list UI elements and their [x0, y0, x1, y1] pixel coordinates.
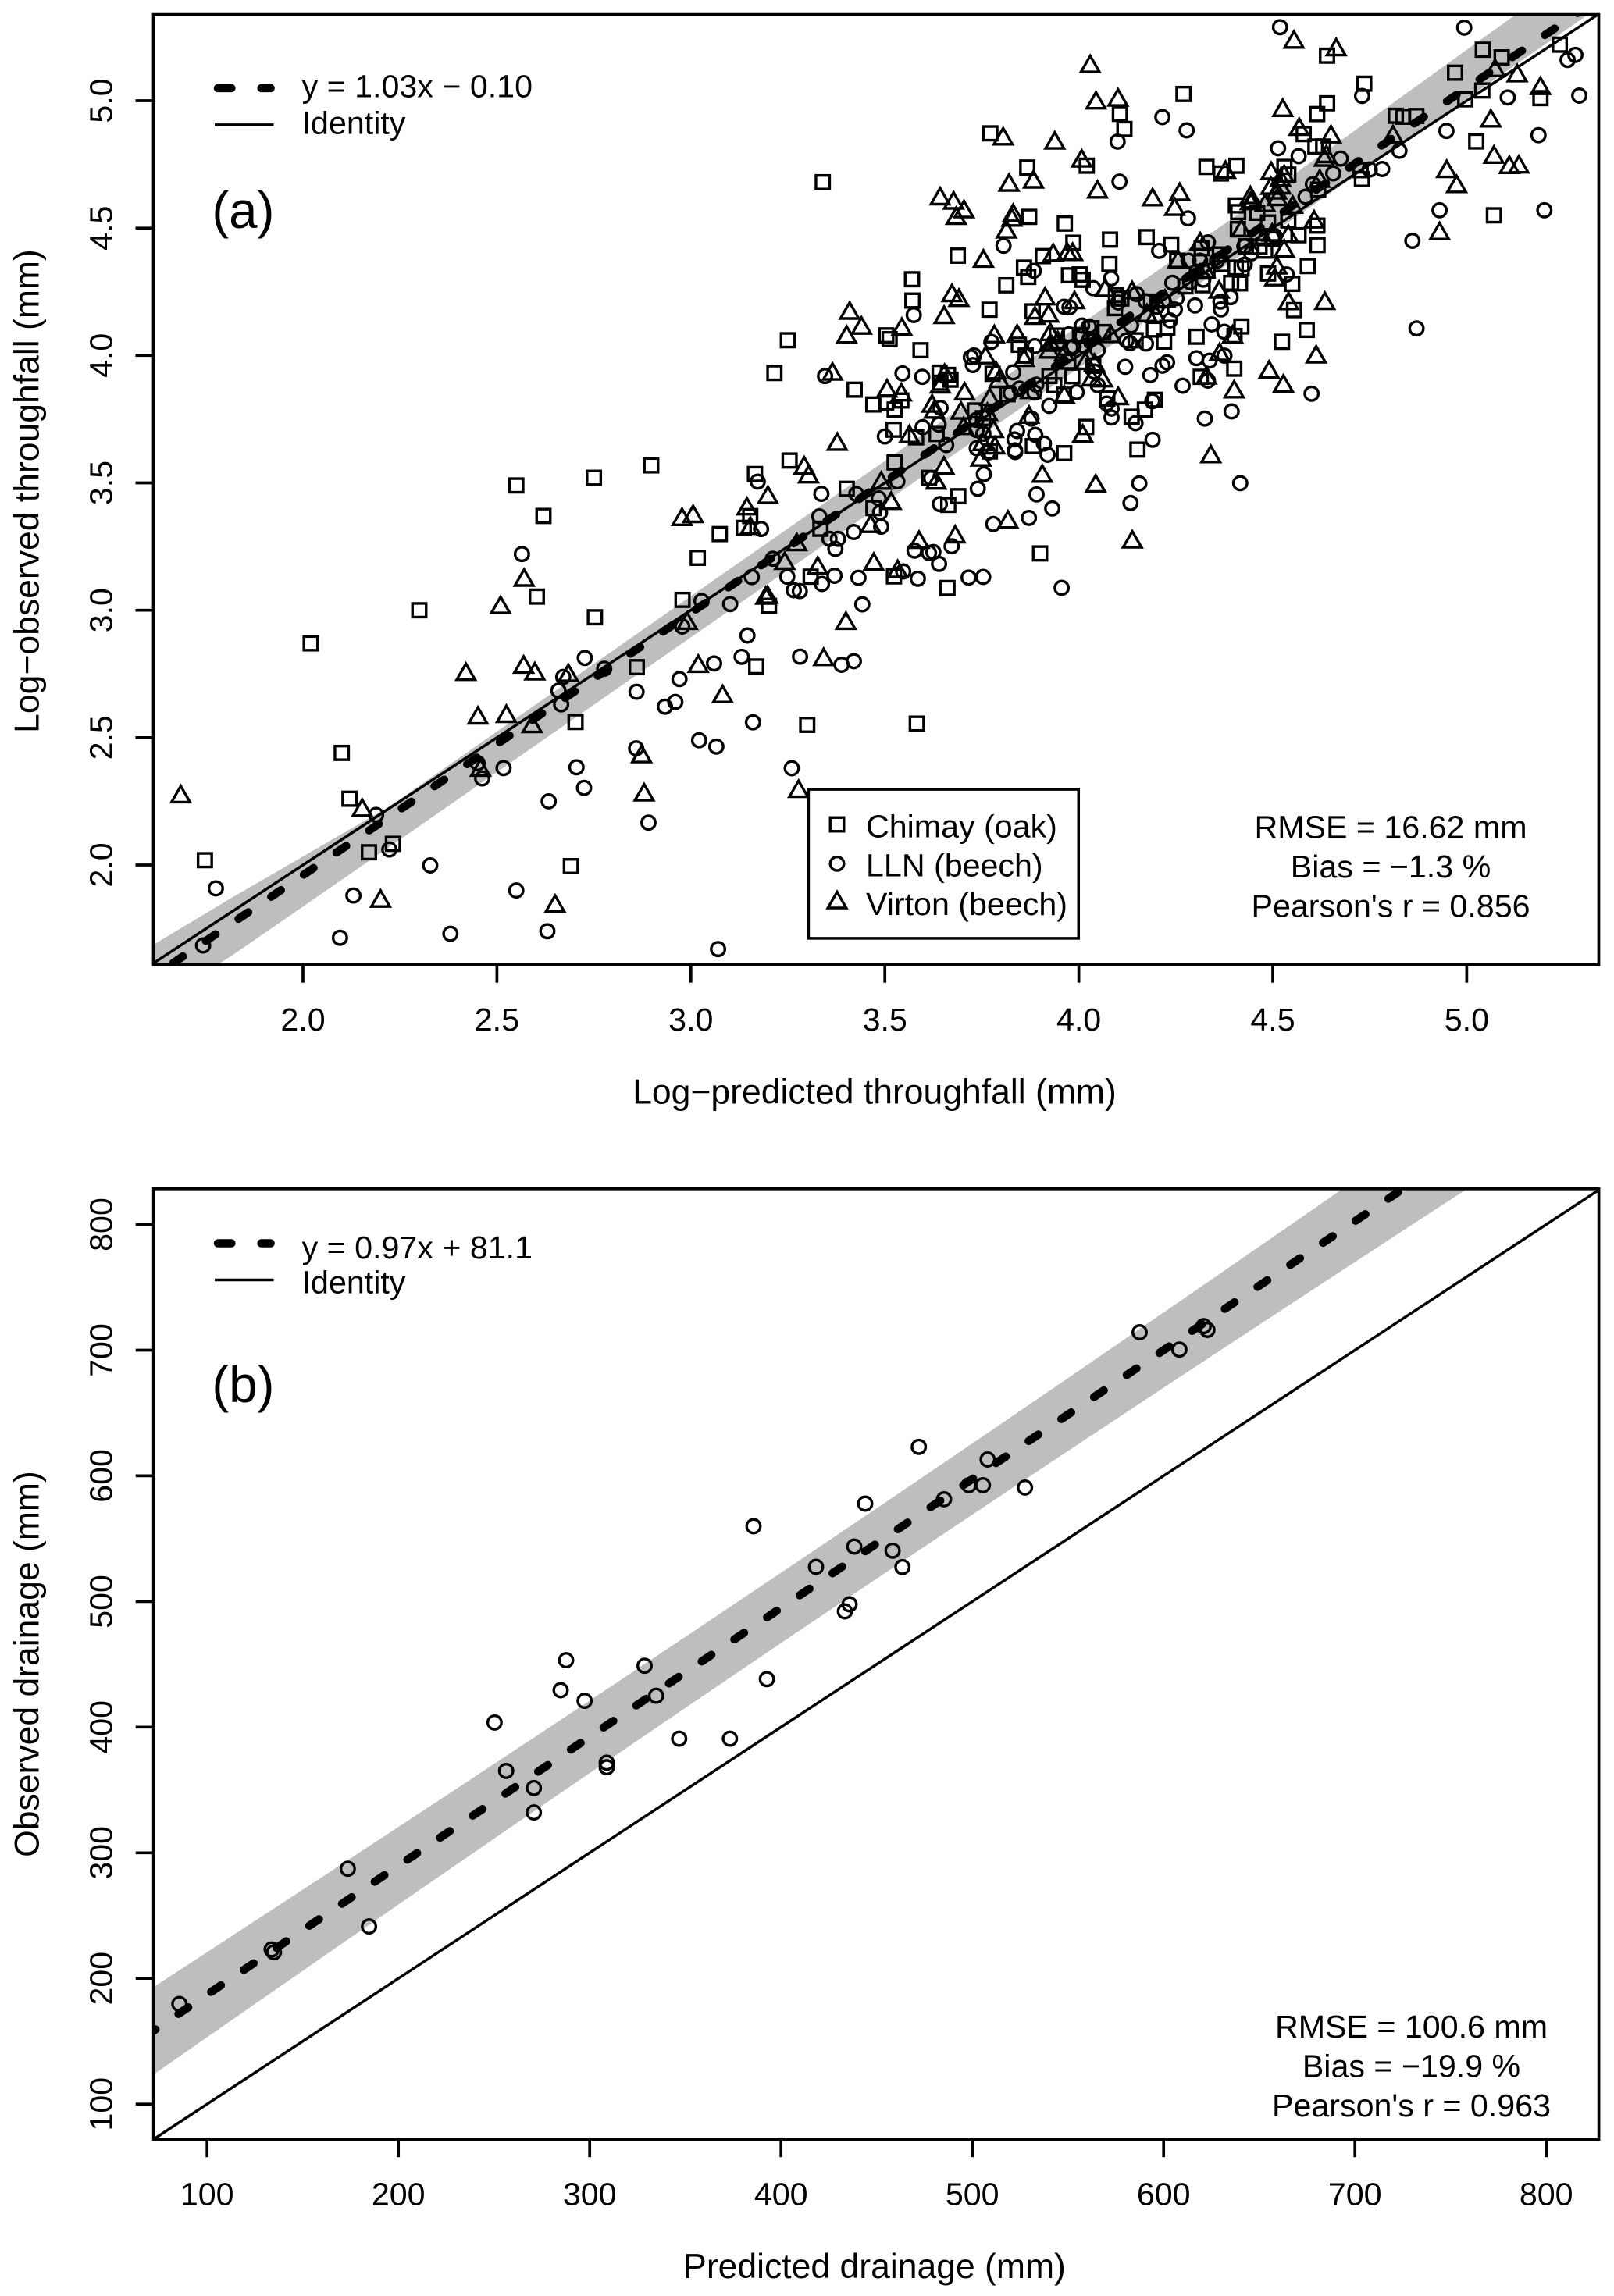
svg-text:Log−observed throughfall (mm): Log−observed throughfall (mm)	[9, 249, 47, 733]
svg-text:2.5: 2.5	[84, 715, 119, 760]
svg-text:600: 600	[1137, 2177, 1191, 2212]
svg-text:Observed drainage (mm): Observed drainage (mm)	[9, 1471, 47, 1857]
svg-text:RMSE = 16.62 mm: RMSE = 16.62 mm	[1254, 810, 1527, 845]
svg-text:600: 600	[84, 1449, 119, 1503]
svg-text:3.0: 3.0	[84, 588, 119, 632]
svg-text:700: 700	[84, 1323, 119, 1377]
svg-text:RMSE = 100.6 mm: RMSE = 100.6 mm	[1275, 2009, 1548, 2045]
svg-text:3.5: 3.5	[863, 1002, 907, 1038]
svg-text:2.0: 2.0	[280, 1002, 325, 1038]
svg-text:4.0: 4.0	[1056, 1002, 1101, 1038]
svg-text:100: 100	[84, 2077, 119, 2131]
svg-text:LLN (beech): LLN (beech)	[866, 847, 1043, 883]
svg-text:Bias = −19.9 %: Bias = −19.9 %	[1302, 2049, 1520, 2084]
svg-text:800: 800	[84, 1198, 119, 1251]
svg-text:(b): (b)	[212, 1356, 274, 1413]
svg-text:Pearson's r = 0.963: Pearson's r = 0.963	[1272, 2088, 1551, 2123]
svg-text:(a): (a)	[212, 182, 274, 239]
svg-text:Chimay (oak): Chimay (oak)	[866, 809, 1057, 845]
svg-text:Identity: Identity	[302, 105, 406, 141]
svg-text:3.5: 3.5	[84, 461, 119, 505]
svg-text:200: 200	[372, 2177, 426, 2212]
svg-text:200: 200	[84, 1952, 119, 2006]
svg-text:300: 300	[84, 1826, 119, 1880]
svg-text:y = 1.03x − 0.10: y = 1.03x − 0.10	[302, 69, 533, 105]
svg-text:800: 800	[1520, 2177, 1573, 2212]
svg-text:2.5: 2.5	[475, 1002, 519, 1038]
svg-text:y = 0.97x + 81.1: y = 0.97x + 81.1	[302, 1230, 533, 1265]
svg-text:2.0: 2.0	[84, 842, 119, 887]
svg-text:4.5: 4.5	[1250, 1002, 1295, 1038]
svg-text:5.0: 5.0	[1445, 1002, 1489, 1038]
svg-text:Predicted drainage (mm): Predicted drainage (mm)	[683, 2248, 1066, 2286]
svg-text:5.0: 5.0	[84, 78, 119, 123]
svg-text:700: 700	[1328, 2177, 1382, 2212]
svg-text:400: 400	[754, 2177, 808, 2212]
svg-text:400: 400	[84, 1700, 119, 1754]
svg-text:4.0: 4.0	[84, 333, 119, 378]
svg-text:500: 500	[84, 1575, 119, 1629]
svg-text:Log−predicted throughfall (mm): Log−predicted throughfall (mm)	[632, 1073, 1117, 1112]
svg-text:4.5: 4.5	[84, 206, 119, 251]
svg-text:Pearson's r = 0.856: Pearson's r = 0.856	[1251, 888, 1530, 924]
svg-text:Bias = −1.3 %: Bias = −1.3 %	[1291, 849, 1491, 885]
svg-text:500: 500	[946, 2177, 999, 2212]
svg-text:3.0: 3.0	[668, 1002, 713, 1038]
svg-text:100: 100	[180, 2177, 234, 2212]
svg-text:300: 300	[563, 2177, 617, 2212]
svg-text:Virton (beech): Virton (beech)	[866, 886, 1067, 922]
svg-text:Identity: Identity	[302, 1265, 406, 1301]
